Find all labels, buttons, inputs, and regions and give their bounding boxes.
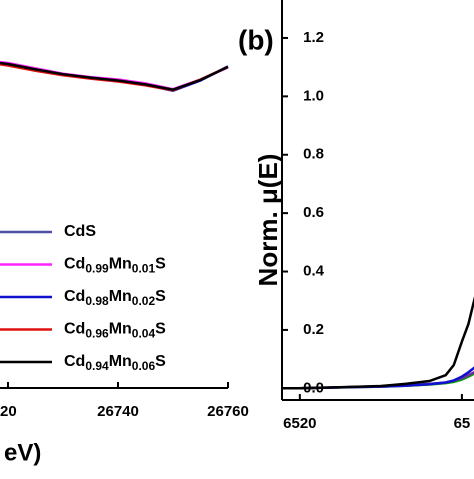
- legend-label: Cd0.99Mn0.01S: [64, 256, 166, 276]
- y-tick-label: 0.4: [303, 263, 325, 280]
- y-tick-label: 0.0: [303, 379, 324, 396]
- series-line: [0, 61, 229, 91]
- series-line: [0, 63, 229, 92]
- series-line: [282, 296, 474, 390]
- legend-label: Cd0.98Mn0.02S: [64, 288, 166, 308]
- legend-label: Cd0.96Mn0.04S: [64, 321, 166, 341]
- x-tick-label: 6520: [283, 415, 316, 432]
- x-tick-label: 65: [454, 415, 471, 432]
- plot-area: [282, 296, 474, 390]
- plot-area: [0, 60, 229, 92]
- y-tick-label: 0.2: [303, 321, 324, 338]
- x-axis-label: eV): [4, 439, 41, 466]
- legend-label: Cd0.94Mn0.06S: [64, 353, 166, 373]
- y-axis-label: Norm. μ(E): [253, 154, 283, 287]
- x-tick-label: 26740: [97, 403, 139, 420]
- y-tick-label: 1.0: [303, 87, 324, 104]
- x-tick-label: 26760: [207, 403, 249, 420]
- series-line: [0, 62, 229, 92]
- y-tick-label: 0.8: [303, 146, 324, 163]
- y-tick-label: 1.2: [303, 29, 324, 46]
- y-tick-label: 0.6: [303, 204, 324, 221]
- panel-label: (b): [238, 24, 274, 55]
- legend-label: CdS: [64, 223, 96, 240]
- x-tick-label: 20: [0, 403, 17, 420]
